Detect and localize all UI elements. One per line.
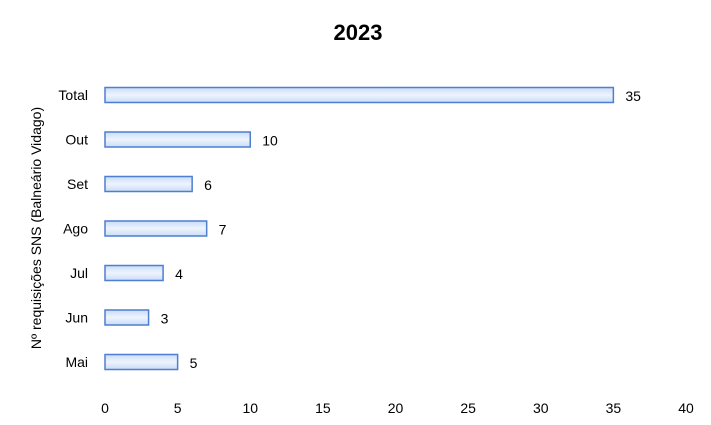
category-label-total: Total [58,87,88,103]
x-tick-label: 30 [533,400,549,416]
x-tick-label: 35 [606,400,622,416]
category-label-ago: Ago [63,221,88,237]
category-label-set: Set [67,176,88,192]
x-tick-label: 25 [460,400,476,416]
bar-ago [104,220,208,237]
category-label-jun: Jun [65,310,88,326]
data-label-jun: 3 [161,311,169,327]
x-tick-label: 20 [388,400,404,416]
x-tick-label: 40 [678,400,694,416]
data-label-out: 10 [262,133,278,149]
category-label-jul: Jul [70,265,88,281]
x-tick-label: 15 [315,400,331,416]
bars-group: Total 35 Out 10 Set 6 Ago 7 Jul 4 Jun 3 Mai 5 [58,86,641,371]
data-label-jul: 4 [175,266,183,282]
category-label-mai: Mai [65,354,88,370]
x-tick-label: 0 [101,400,109,416]
category-label-out: Out [65,132,88,148]
data-label-ago: 7 [219,222,227,238]
bar-out [104,131,251,148]
data-label-set: 6 [204,177,212,193]
bar-total [104,86,615,104]
bar-mai [104,353,179,371]
bar-jul [104,264,164,282]
x-tick-label: 5 [174,400,182,416]
bar-set [104,175,193,193]
data-label-mai: 5 [190,355,198,371]
data-label-total: 35 [625,88,641,104]
y-axis-label: Nº requisições SNS (Balneário Vidago) [28,107,44,349]
x-axis-ticks: 0 5 10 15 20 25 30 35 40 [101,400,694,416]
bar-jun [104,309,150,326]
x-tick-label: 10 [242,400,258,416]
chart-title: 2023 [334,20,383,45]
